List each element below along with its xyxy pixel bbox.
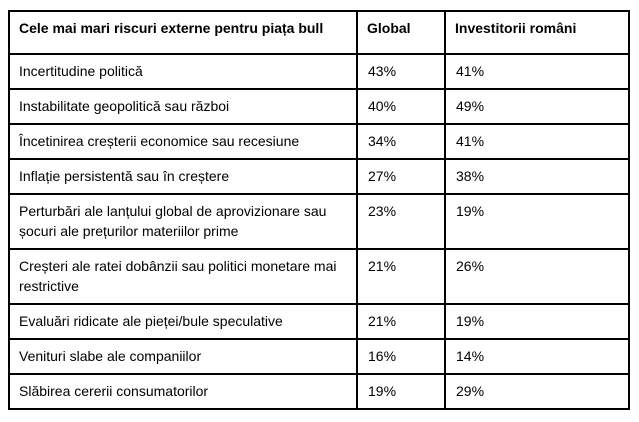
risk-label-cell: Slăbirea cererii consumatorilor — [8, 373, 358, 410]
table-row: Inflație persistentă sau în creștere 27% 3… — [8, 158, 630, 195]
table-row: Incertitudine politică 43% 41% — [8, 53, 630, 90]
header-romanian-investors: Investitorii români — [444, 10, 630, 55]
global-value-cell: 40% — [356, 88, 446, 125]
table-row: Încetinirea creșterii economice sau rece… — [8, 123, 630, 160]
global-value-cell: 34% — [356, 123, 446, 160]
header-risk-label: Cele mai mari riscuri externe pentru pia… — [8, 10, 358, 55]
global-value-cell: 21% — [356, 248, 446, 305]
table-row: Perturbări ale lanțului global de aprovi… — [8, 193, 630, 250]
romanian-value-cell: 19% — [444, 193, 630, 250]
global-value-cell: 19% — [356, 373, 446, 410]
risk-label-cell: Perturbări ale lanțului global de aprovi… — [8, 193, 358, 250]
romanian-value-cell: 19% — [444, 303, 630, 340]
risk-label-cell: Venituri slabe ale companiilor — [8, 338, 358, 375]
header-global: Global — [356, 10, 446, 55]
header-row: Cele mai mari riscuri externe pentru pia… — [8, 10, 630, 55]
global-value-cell: 23% — [356, 193, 446, 250]
risk-label-cell: Inflație persistentă sau în creștere — [8, 158, 358, 195]
table-row: Venituri slabe ale companiilor 16% 14% — [8, 338, 630, 375]
global-value-cell: 27% — [356, 158, 446, 195]
romanian-value-cell: 14% — [444, 338, 630, 375]
romanian-value-cell: 26% — [444, 248, 630, 305]
romanian-value-cell: 38% — [444, 158, 630, 195]
table-row: Slăbirea cererii consumatorilor 19% 29% — [8, 373, 630, 410]
romanian-value-cell: 29% — [444, 373, 630, 410]
global-value-cell: 16% — [356, 338, 446, 375]
table-row: Evaluări ridicate ale pieței/bule specul… — [8, 303, 630, 340]
global-value-cell: 21% — [356, 303, 446, 340]
table-row: Instabilitate geopolitică sau război 40% 4… — [8, 88, 630, 125]
risk-label-cell: Încetinirea creșterii economice sau rece… — [8, 123, 358, 160]
risk-table-body: Incertitudine politică 43% 41% Instabilitat… — [8, 53, 630, 410]
global-value-cell: 43% — [356, 53, 446, 90]
table-row: Creșteri ale ratei dobânzii sau politici… — [8, 248, 630, 305]
romanian-value-cell: 41% — [444, 123, 630, 160]
romanian-value-cell: 49% — [444, 88, 630, 125]
risk-label-cell: Instabilitate geopolitică sau război — [8, 88, 358, 125]
risk-label-cell: Evaluări ridicate ale pieței/bule specul… — [8, 303, 358, 340]
risk-label-cell: Incertitudine politică — [8, 53, 358, 90]
romanian-value-cell: 41% — [444, 53, 630, 90]
risk-table: Cele mai mari riscuri externe pentru pia… — [8, 10, 630, 410]
risk-label-cell: Creșteri ale ratei dobânzii sau politici… — [8, 248, 358, 305]
